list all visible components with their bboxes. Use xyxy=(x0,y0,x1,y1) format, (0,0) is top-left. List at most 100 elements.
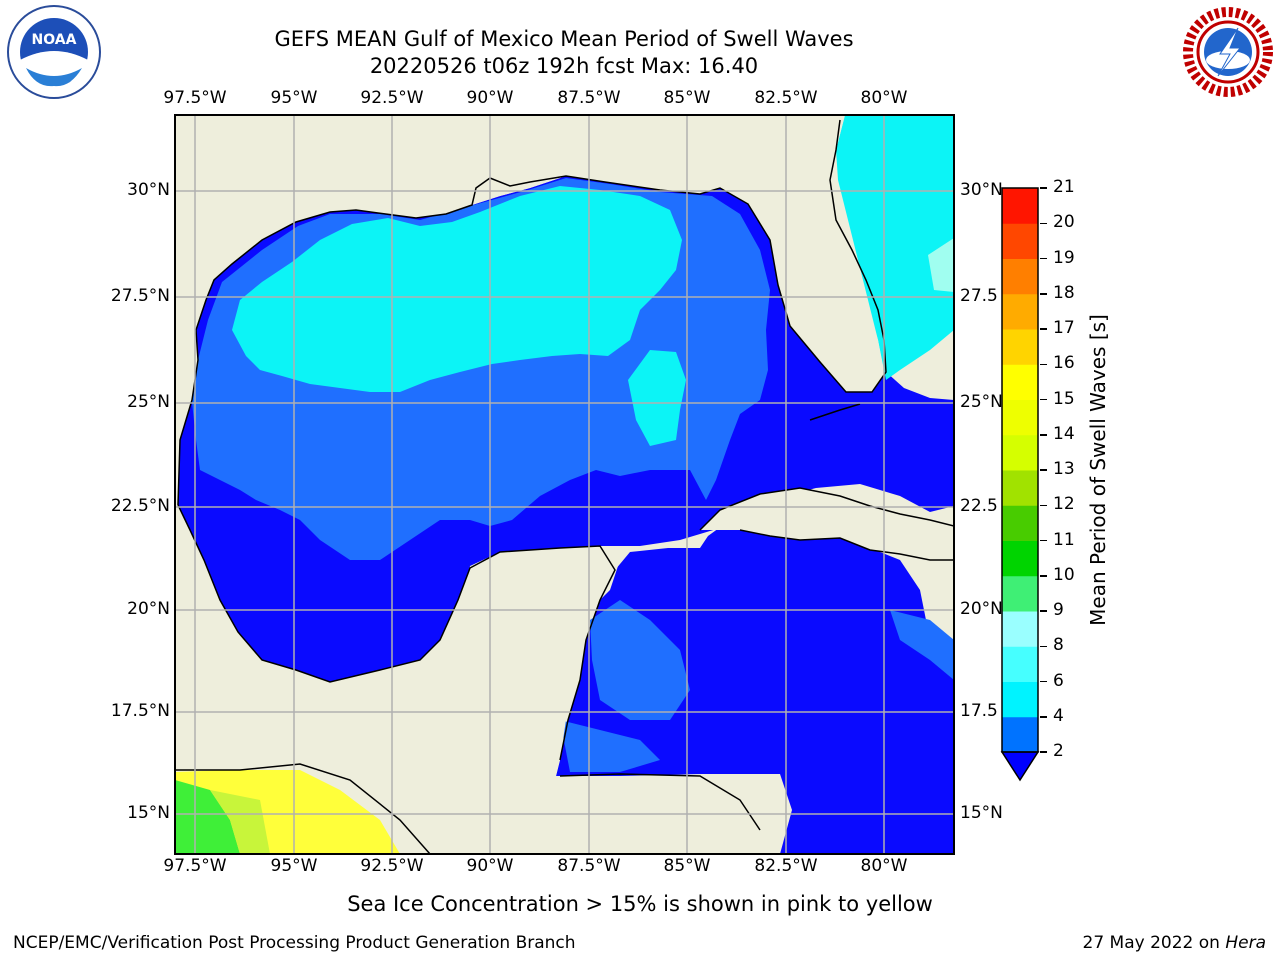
colorbar-tick-label: 16 xyxy=(1053,353,1075,374)
footer-host: Hera xyxy=(1225,933,1266,953)
colorbar-tick-label: 13 xyxy=(1053,459,1075,479)
lat-label-right: 15°N xyxy=(960,803,1003,823)
lat-label-left: 25°N xyxy=(127,392,170,412)
noaa-logo-text: NOAA xyxy=(32,32,77,48)
colorbar-segment xyxy=(1002,434,1038,471)
swell-region-caribbean-mid xyxy=(590,600,690,720)
colorbar-extend-min xyxy=(1000,751,1040,782)
lat-label-left: 27.5°N xyxy=(110,286,170,306)
map-frame xyxy=(174,114,955,855)
lat-label-left: 22.5°N xyxy=(110,496,170,516)
colorbar-segment xyxy=(1002,575,1038,612)
lon-label-top: 85°W xyxy=(663,88,711,108)
colorbar-tick-mark xyxy=(1040,398,1047,401)
colorbar-tick-label: 18 xyxy=(1053,282,1075,303)
colorbar-tick-mark xyxy=(1040,328,1047,330)
swell-region-pacific-lime xyxy=(210,790,270,854)
colorbar-tick-mark xyxy=(1040,645,1047,647)
colorbar-segment xyxy=(1002,223,1038,259)
colorbar-tick-mark xyxy=(1040,257,1047,260)
colorbar-label: Mean Period of Swell Waves [s] xyxy=(1086,314,1110,626)
colorbar-tick-mark xyxy=(1040,434,1047,436)
lon-label-top: 97.5°W xyxy=(163,88,227,108)
land-mexico-south xyxy=(230,620,520,790)
colorbar-tick-label: 21 xyxy=(1053,177,1075,197)
lon-label-bottom: 82.5°W xyxy=(754,856,818,876)
noaa-logo: NOAA xyxy=(6,4,102,100)
colorbar-tick-label: 10 xyxy=(1053,564,1075,585)
colorbar-tick-mark xyxy=(1040,680,1047,683)
lat-label-right: 22.5 xyxy=(960,496,998,516)
colorbar-segment xyxy=(1002,505,1038,541)
land-cuba xyxy=(700,488,954,560)
land-us-coast xyxy=(175,115,770,505)
colorbar xyxy=(1000,186,1040,786)
swell-region-gulf-high xyxy=(232,186,682,392)
lon-label-top: 82.5°W xyxy=(754,88,818,108)
lat-label-left: 30°N xyxy=(127,180,170,200)
colorbar-tick-label: 17 xyxy=(1053,318,1075,338)
lon-label-top: 95°W xyxy=(270,88,318,108)
colorbar-segment xyxy=(1002,646,1038,682)
land-yucatan xyxy=(460,548,620,776)
colorbar-segment xyxy=(1002,258,1038,295)
colorbar-tick-mark xyxy=(1040,293,1047,295)
colorbar-tick-label: 6 xyxy=(1053,670,1064,691)
colorbar-segment xyxy=(1002,716,1038,753)
lat-label-right: 30°N xyxy=(960,180,1003,200)
colorbar-segment xyxy=(1002,540,1038,577)
lon-label-top: 90°W xyxy=(466,88,514,108)
lon-label-bottom: 92.5°W xyxy=(360,856,424,876)
colorbar-tick-label: 15 xyxy=(1053,388,1075,409)
lon-label-top: 87.5°W xyxy=(557,88,621,108)
swell-region-caribbean-mid-2 xyxy=(890,610,954,680)
colorbar-tick-label: 11 xyxy=(1053,529,1075,550)
colorbar-tick-mark xyxy=(1040,716,1047,718)
nws-logo xyxy=(1180,4,1276,100)
lat-label-right: 27.5 xyxy=(960,286,998,306)
footer-right: 27 May 2022 on Hera xyxy=(1083,933,1267,953)
colorbar-tick-mark xyxy=(1040,610,1047,612)
colorbar-tick-label: 19 xyxy=(1053,247,1075,268)
colorbar-tick-mark xyxy=(1040,222,1047,224)
lat-label-right: 25°N xyxy=(960,392,1003,412)
colorbar-tick-mark xyxy=(1040,575,1047,577)
lon-label-bottom: 80°W xyxy=(860,856,908,876)
sea-ice-caption: Sea Ice Concentration > 15% is shown in … xyxy=(347,892,933,916)
lon-label-top: 92.5°W xyxy=(360,88,424,108)
colorbar-segment xyxy=(1002,681,1038,718)
lat-label-left: 17.5°N xyxy=(110,701,170,721)
footer-left: NCEP/EMC/Verification Post Processing Pr… xyxy=(13,933,576,953)
colorbar-tick-mark xyxy=(1040,504,1047,506)
colorbar-tick-mark xyxy=(1040,539,1047,542)
colorbar-tick-label: 2 xyxy=(1053,741,1064,761)
colorbar-segment xyxy=(1002,399,1038,436)
colorbar-tick-mark xyxy=(1040,469,1047,471)
colorbar-segment xyxy=(1002,329,1038,365)
chart-title-line2: 20220526 t06z 192h fcst Max: 16.40 xyxy=(369,54,759,78)
colorbar-tick-label: 4 xyxy=(1053,705,1064,726)
colorbar-tick-mark xyxy=(1040,751,1047,753)
swell-region-atlantic-peak xyxy=(928,238,954,292)
colorbar-tick-label: 12 xyxy=(1053,494,1075,515)
swell-region-pacific-green xyxy=(175,780,240,854)
lon-label-top: 80°W xyxy=(860,88,908,108)
lat-label-left: 20°N xyxy=(127,599,170,619)
colorbar-tick-label: 8 xyxy=(1053,635,1064,656)
lat-label-right: 20°N xyxy=(960,599,1003,619)
coastlines xyxy=(175,119,954,854)
colorbar-segment xyxy=(1002,364,1038,400)
lon-label-bottom: 87.5°W xyxy=(557,856,621,876)
lat-label-left: 15°N xyxy=(127,803,170,823)
land-florida xyxy=(770,115,884,392)
lon-label-bottom: 95°W xyxy=(270,856,318,876)
colorbar-tick-label: 14 xyxy=(1053,423,1075,444)
colorbar-frame xyxy=(1001,187,1039,753)
colorbar-tick-mark xyxy=(1040,187,1047,189)
colorbar-segment xyxy=(1002,293,1038,330)
colorbar-tick-mark xyxy=(1040,363,1047,365)
lon-label-bottom: 90°W xyxy=(466,856,514,876)
swell-region-gulf-high-patch xyxy=(628,350,686,446)
colorbar-tick-label: 20 xyxy=(1053,212,1075,233)
